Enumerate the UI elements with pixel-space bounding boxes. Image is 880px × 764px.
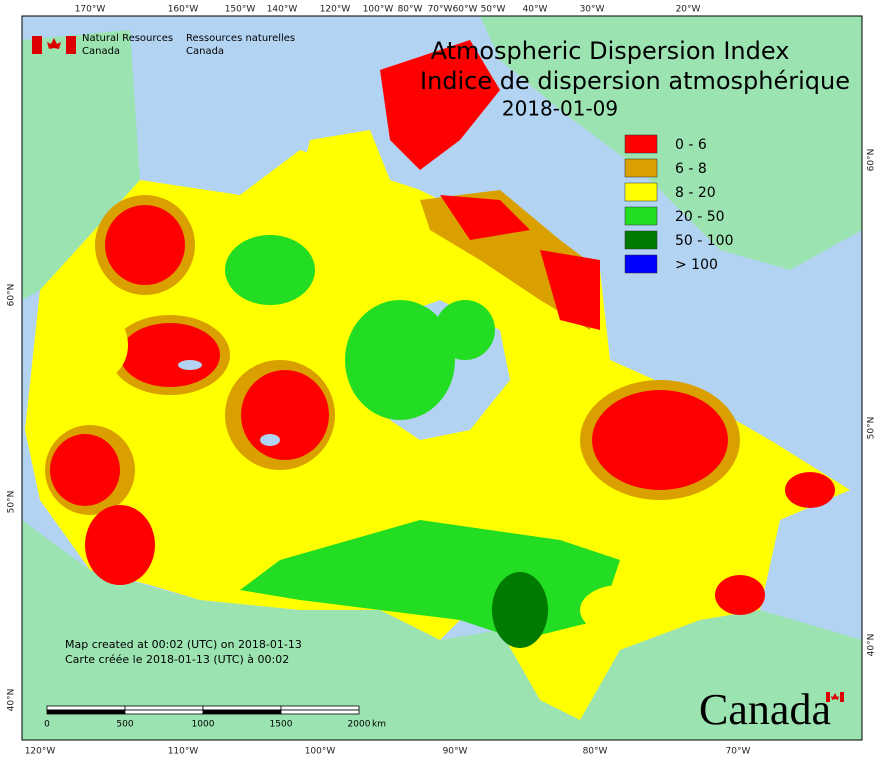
left-tick-label: 40°N xyxy=(7,689,17,712)
right-tick-label: 60°N xyxy=(867,149,877,172)
scale-segment xyxy=(280,709,360,715)
top-tick-label: 30°W xyxy=(580,5,605,15)
scale-segment xyxy=(280,705,360,711)
scale-segment xyxy=(124,705,204,711)
legend-swatch xyxy=(624,254,658,274)
top-tick-label: 50°W xyxy=(481,5,506,15)
credit-en: Map created at 00:02 (UTC) on 2018-01-13 xyxy=(65,638,302,651)
map-frame xyxy=(21,15,863,741)
title-date: 2018-01-09 xyxy=(502,97,618,121)
top-tick-label: 40°W xyxy=(523,5,548,15)
scale-label: 1000 xyxy=(192,720,215,730)
graticule-labels: 170°W 160°W 150°W 140°W 120°W 100°W 80°W 70°W 60… xyxy=(7,5,877,757)
legend-swatch xyxy=(624,230,658,250)
scale-segment xyxy=(46,709,126,715)
top-tick-label: 160°W xyxy=(168,5,199,15)
scale-unit: km xyxy=(372,720,386,730)
bottom-tick-label: 100°W xyxy=(305,747,336,757)
title-fr: Indice de dispersion atmosphérique xyxy=(420,67,850,95)
top-tick-label: 20°W xyxy=(676,5,701,15)
credit-fr: Carte créée le 2018-01-13 (UTC) à 00:02 xyxy=(65,653,289,666)
top-tick-label: 120°W xyxy=(320,5,351,15)
legend-label: 6 - 8 xyxy=(675,161,707,177)
right-tick-label: 50°N xyxy=(867,417,877,440)
agency-logo xyxy=(32,36,76,54)
legend-swatch xyxy=(624,158,658,178)
legend-label: 50 - 100 xyxy=(675,233,734,249)
scale-segment xyxy=(202,709,282,715)
legend: 0 - 6 6 - 8 8 - 20 20 - 50 50 - 100 > 100 xyxy=(624,134,734,274)
top-tick-label: 140°W xyxy=(267,5,298,15)
bottom-tick-label: 70°W xyxy=(726,747,751,757)
wordmark-flag xyxy=(826,692,844,702)
bottom-tick-label: 110°W xyxy=(168,747,199,757)
agency-fr-1: Ressources naturelles xyxy=(186,33,295,44)
scale-bar: 0 500 1000 1500 2000 xyxy=(44,705,371,730)
scale-label: 500 xyxy=(116,720,133,730)
top-tick-label: 100°W xyxy=(363,5,394,15)
top-tick-label: 60°W xyxy=(453,5,478,15)
scale-label: 2000 xyxy=(348,720,371,730)
legend-label: 8 - 20 xyxy=(675,185,716,201)
top-tick-label: 80°W xyxy=(398,5,423,15)
top-tick-label: 170°W xyxy=(75,5,106,15)
bottom-tick-label: 90°W xyxy=(443,747,468,757)
legend-label: 0 - 6 xyxy=(675,137,707,153)
bottom-tick-label: 80°W xyxy=(583,747,608,757)
legend-label: > 100 xyxy=(675,257,718,273)
legend-label: 20 - 50 xyxy=(675,209,725,225)
legend-swatch xyxy=(624,182,658,202)
right-tick-label: 40°N xyxy=(867,634,877,657)
scale-segment xyxy=(124,709,204,715)
agency-en-2: Canada xyxy=(82,46,120,57)
scale-segment xyxy=(46,705,126,711)
legend-swatch xyxy=(624,134,658,154)
wordmark: Canada xyxy=(699,685,831,734)
title-en: Atmospheric Dispersion Index xyxy=(431,37,790,65)
top-tick-label: 150°W xyxy=(225,5,256,15)
agency-fr-2: Canada xyxy=(186,46,224,57)
scale-label: 0 xyxy=(44,720,50,730)
scale-segment xyxy=(202,705,282,711)
top-tick-label: 70°W xyxy=(428,5,453,15)
left-tick-label: 60°N xyxy=(7,284,17,307)
left-tick-label: 50°N xyxy=(7,491,17,514)
scale-label: 1500 xyxy=(270,720,293,730)
bottom-tick-label: 120°W xyxy=(25,747,56,757)
legend-swatch xyxy=(624,206,658,226)
agency-en-1: Natural Resources xyxy=(82,33,173,44)
